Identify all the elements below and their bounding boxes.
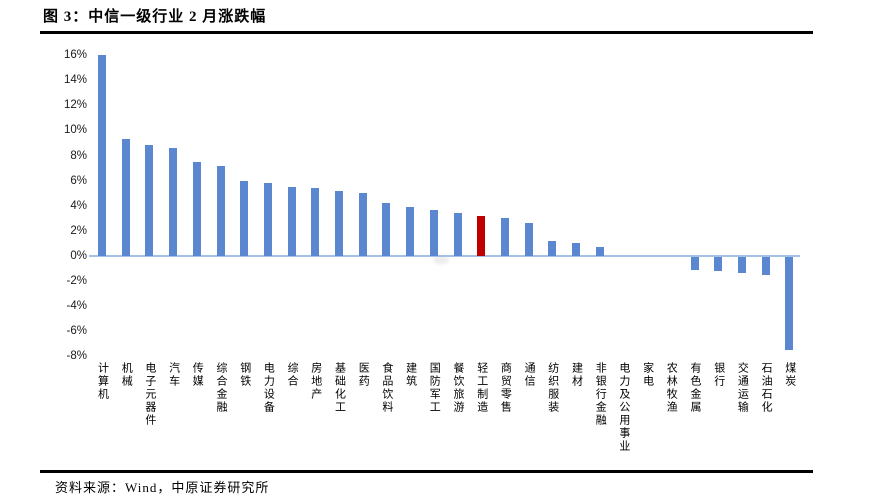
x-axis-baseline — [89, 255, 800, 257]
figure-title: 图 3：中信一级行业 2 月涨跌幅 — [43, 9, 267, 25]
bar — [358, 193, 367, 256]
category-label: 煤炭 — [783, 362, 796, 388]
bar — [192, 161, 201, 256]
bar — [263, 183, 272, 256]
y-tick-label: 14% — [63, 74, 87, 87]
bar — [785, 257, 794, 350]
y-tick-label: 6% — [70, 174, 87, 187]
category-label: 食品饮料 — [380, 362, 393, 414]
category-label: 餐饮旅游 — [452, 362, 464, 414]
category-label: 综合金融 — [215, 362, 227, 414]
category-label: 通信 — [523, 362, 536, 388]
category-label: 传媒 — [191, 362, 204, 388]
bar — [335, 190, 343, 256]
y-tick-label: -4% — [66, 300, 87, 313]
category-label: 石油石化 — [760, 362, 773, 414]
bar — [121, 139, 130, 256]
y-tick-label: -8% — [66, 350, 87, 363]
bar — [98, 55, 106, 256]
y-tick-label: 8% — [70, 149, 87, 162]
category-label: 机械 — [120, 362, 133, 388]
bar — [216, 165, 225, 256]
category-label: 纺织服装 — [546, 362, 559, 414]
category-label: 家电 — [641, 362, 654, 388]
category-label: 建材 — [570, 362, 583, 388]
bar — [145, 145, 154, 256]
bar — [761, 257, 770, 275]
y-tick-label: 2% — [70, 224, 87, 237]
bar — [453, 213, 462, 256]
category-label: 基础化工 — [333, 362, 346, 414]
y-tick-label: 4% — [70, 199, 87, 212]
bar — [714, 257, 723, 271]
category-label: 国防军工 — [428, 362, 441, 414]
data-source-note: 资料来源：Wind，中原证券研究所 — [55, 480, 270, 495]
bar — [548, 240, 557, 256]
bar — [737, 257, 746, 274]
category-label: 房地产 — [309, 362, 322, 401]
y-tick-label: 0% — [70, 250, 87, 262]
category-label: 电力及公用事业 — [617, 362, 630, 453]
bar — [572, 243, 580, 256]
category-label: 计算机 — [96, 362, 109, 401]
category-label: 电力设备 — [262, 362, 275, 414]
bar — [595, 247, 604, 256]
category-label: 建筑 — [404, 362, 417, 388]
watermark-smudge — [433, 256, 449, 264]
bar — [500, 218, 509, 256]
bar — [240, 180, 249, 256]
category-label: 农林牧渔 — [665, 362, 678, 414]
footer-divider-rule — [40, 470, 813, 473]
category-label: 综合 — [286, 362, 299, 388]
bar — [429, 209, 438, 256]
category-label: 汽车 — [167, 362, 180, 388]
y-tick-label: 16% — [63, 49, 87, 62]
y-tick-label: 10% — [63, 124, 87, 137]
y-tick-label: -2% — [66, 275, 87, 288]
bar — [690, 257, 699, 270]
category-label: 商贸零售 — [499, 362, 512, 414]
bar — [287, 186, 296, 256]
category-label: 医药 — [357, 362, 370, 388]
y-tick-label: -6% — [66, 325, 87, 338]
bar — [406, 207, 415, 256]
category-label: 交通运输 — [736, 362, 749, 414]
category-label: 轻工制造 — [475, 362, 488, 414]
category-label: 银行 — [712, 362, 725, 388]
title-divider-rule — [40, 31, 813, 34]
category-label: 有色金属 — [689, 362, 701, 414]
category-label: 电子元器件 — [143, 362, 156, 427]
category-label: 钢铁 — [238, 362, 251, 388]
bar — [382, 203, 391, 256]
y-tick-label: 12% — [63, 99, 87, 112]
bar — [311, 188, 320, 256]
category-label: 非银行金融 — [594, 362, 607, 427]
bar-highlighted — [477, 215, 486, 256]
bar — [169, 147, 178, 256]
bar — [524, 223, 533, 256]
